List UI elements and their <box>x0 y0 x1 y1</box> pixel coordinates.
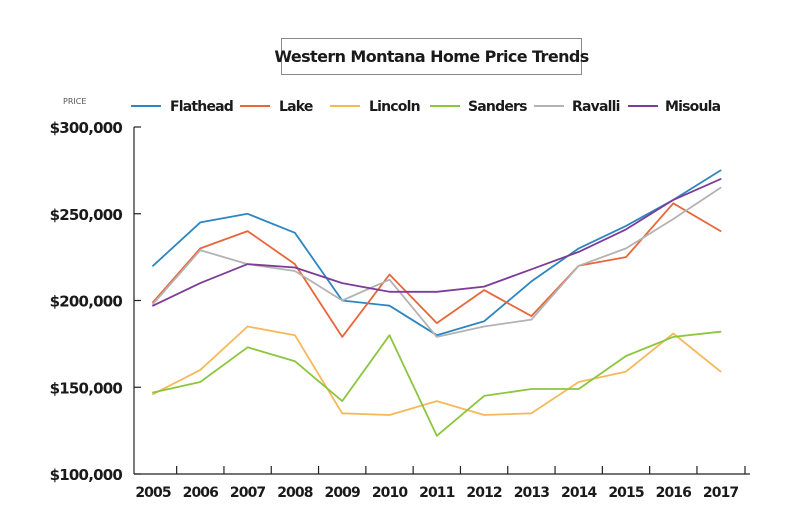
x-tick-label: 2005 <box>135 485 171 501</box>
x-tick-label: 2016 <box>656 485 692 501</box>
y-tick-label: $200,000 <box>50 293 123 311</box>
x-tick-label: 2014 <box>561 485 598 501</box>
legend-label-misoula: Misoula <box>665 99 721 115</box>
y-tick-label: $300,000 <box>50 119 123 137</box>
x-tick-label: 2011 <box>419 485 455 501</box>
y-tick-label: $100,000 <box>50 466 123 484</box>
series-line-ravalli <box>152 186 722 338</box>
x-tick-label: 2007 <box>230 485 266 501</box>
x-tick-label: 2012 <box>466 485 502 501</box>
chart-title-box: Western Montana Home Price Trends <box>274 38 589 75</box>
y-tick-label: $150,000 <box>50 379 123 397</box>
legend-label-ravalli: Ravalli <box>572 99 620 115</box>
x-tick-label: 2010 <box>372 485 409 501</box>
x-tick-label: 2006 <box>183 485 219 501</box>
x-tick-label: 2017 <box>703 485 739 501</box>
series-line-lincoln <box>152 325 722 416</box>
x-tick-label: 2008 <box>277 485 313 501</box>
x-tick-label: 2009 <box>325 485 361 501</box>
legend-label-sanders: Sanders <box>468 99 527 115</box>
chart-title: Western Montana Home Price Trends <box>274 47 589 66</box>
series-line-flathead <box>152 169 722 337</box>
series-line-misoula <box>152 178 722 307</box>
y-axis-label: PRICE <box>63 97 86 106</box>
series-line-sanders <box>152 330 722 437</box>
legend-label-lincoln: Lincoln <box>369 99 420 115</box>
legend-label-flathead: Flathead <box>170 99 233 115</box>
legend-label-lake: Lake <box>279 99 313 115</box>
x-tick-label: 2013 <box>514 485 550 501</box>
series-line-lake <box>152 202 722 338</box>
x-tick-label: 2015 <box>608 485 644 501</box>
y-tick-label: $250,000 <box>50 206 123 224</box>
